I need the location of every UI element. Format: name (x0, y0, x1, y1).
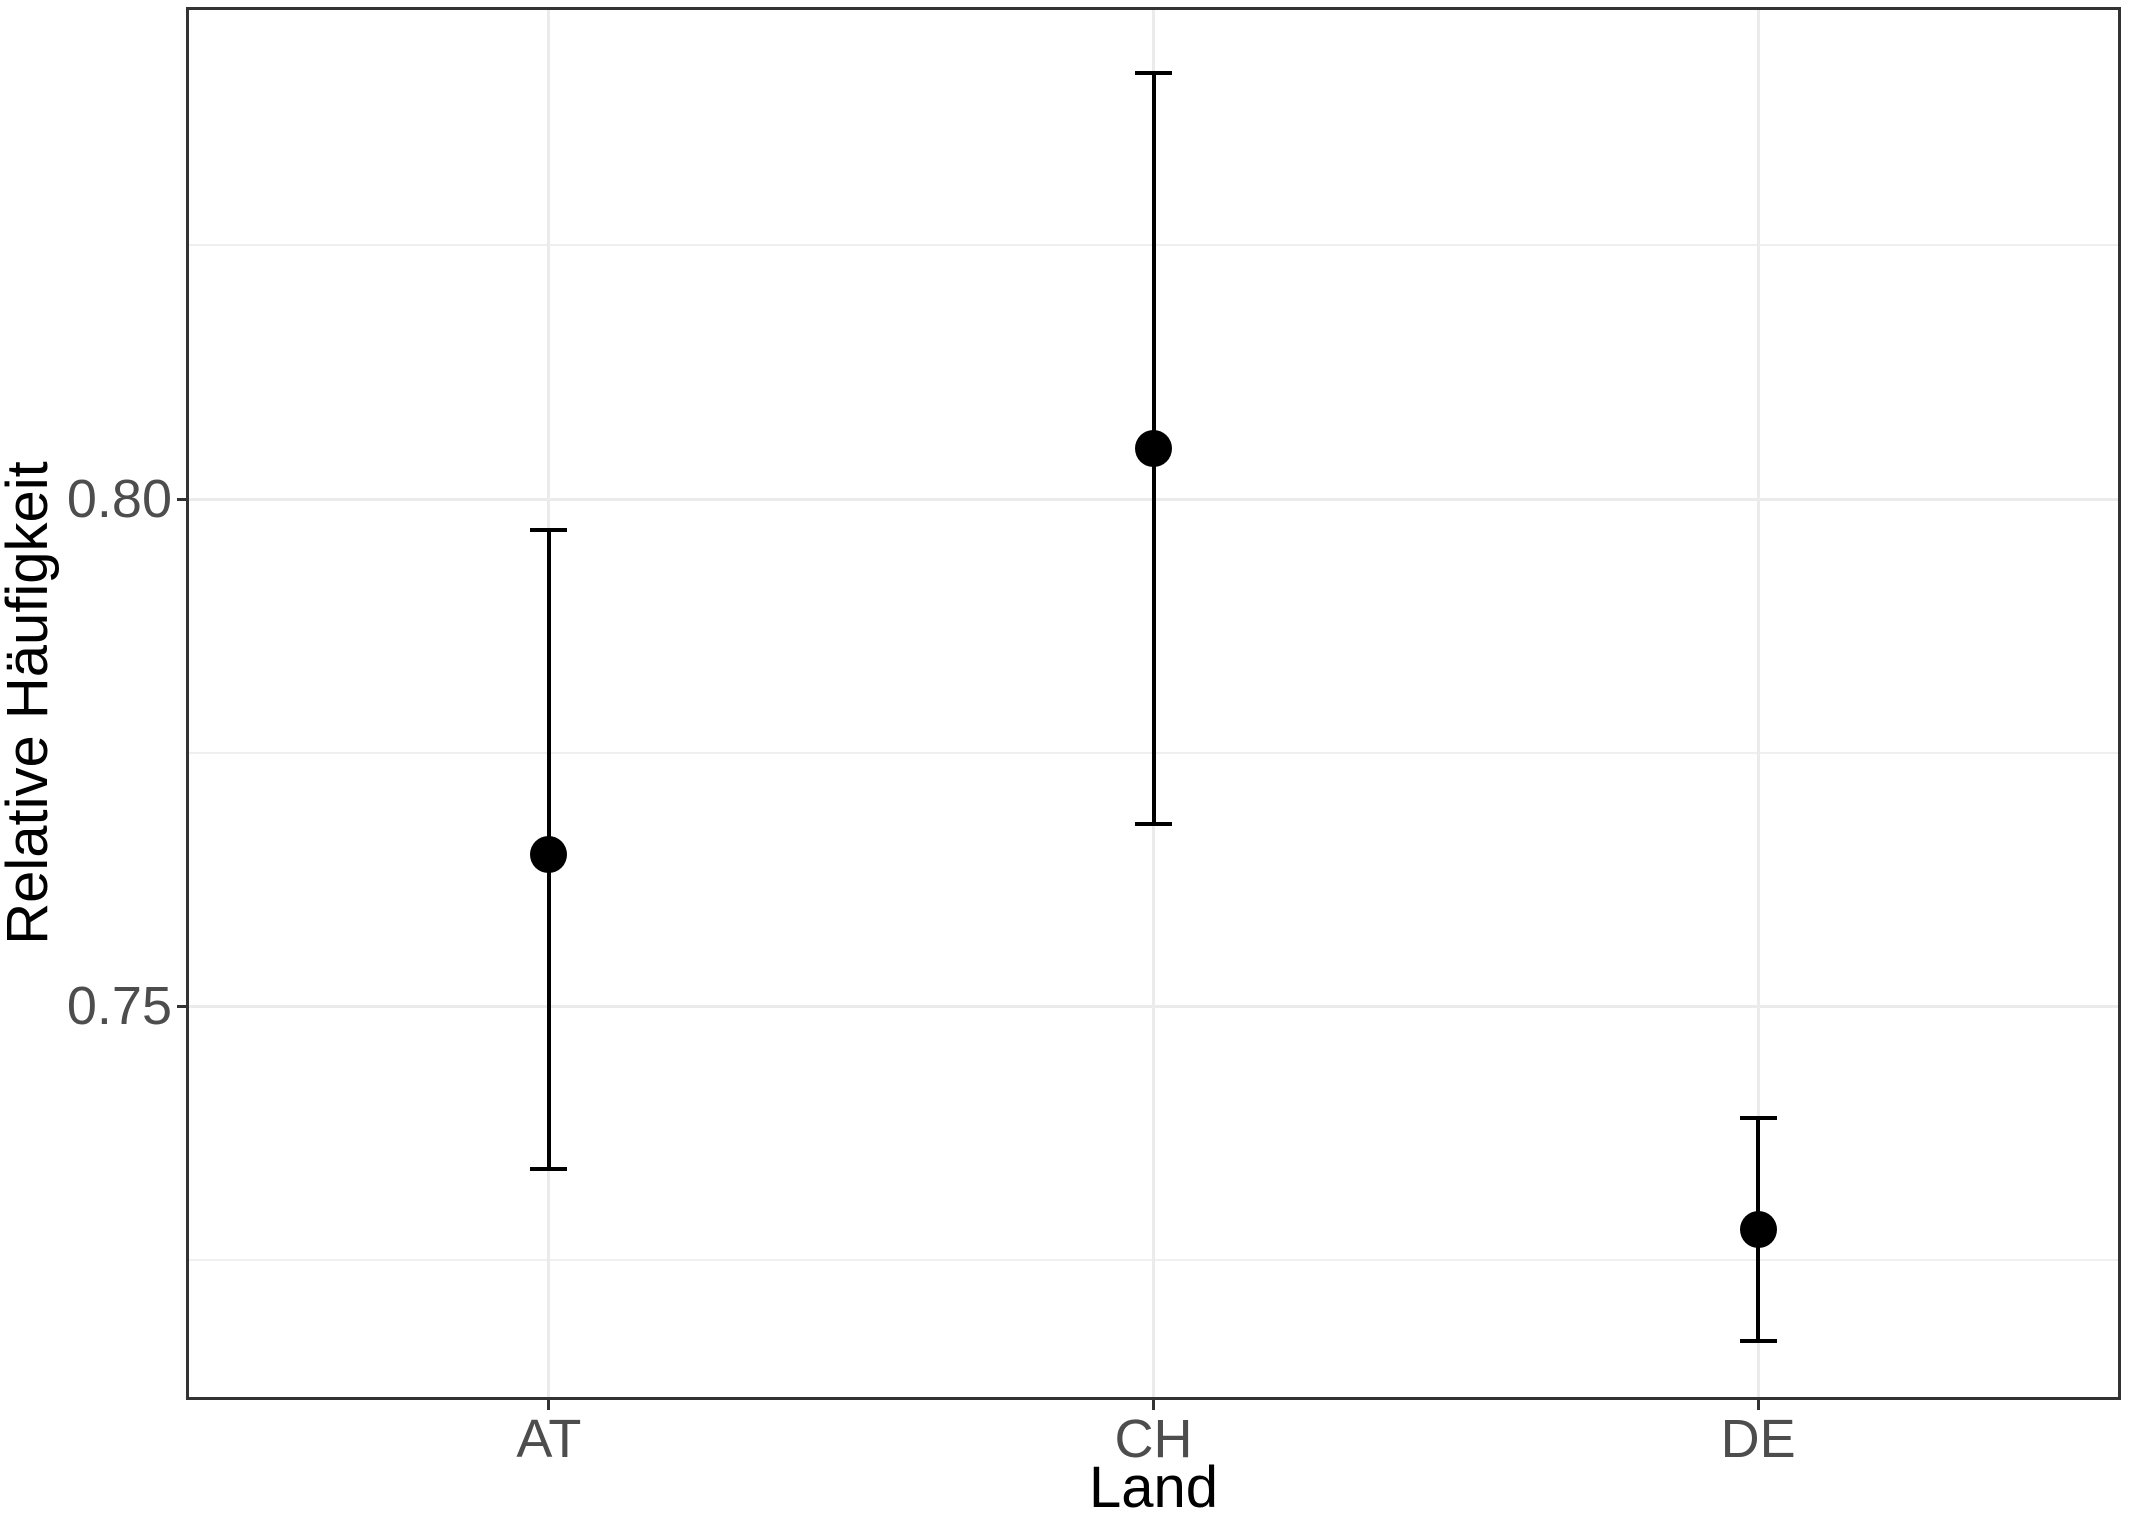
x-gridline-DE (1756, 7, 1760, 1400)
x-axis-tick (1756, 1400, 1760, 1410)
x-axis-tick (547, 1400, 551, 1410)
data-point-DE (1739, 1211, 1777, 1249)
y-axis-tick (177, 497, 186, 501)
x-axis-tick-label-AT: AT (516, 1409, 582, 1469)
y-axis-tick (177, 1004, 186, 1008)
error-bar-cap-bottom-AT (530, 1166, 568, 1171)
error-bar-cap-top-DE (1739, 1115, 1777, 1120)
y-axis-tick-label: 0.75 (66, 976, 172, 1037)
x-axis-tick-label-CH: CH (1114, 1409, 1193, 1469)
y-axis-title: Relative Häufigkeit (0, 461, 60, 945)
error-bar-cap-bottom-CH (1135, 821, 1172, 826)
error-bar-cap-top-AT (530, 527, 568, 532)
x-axis-tick (1152, 1400, 1155, 1410)
x-axis-title: Land (1088, 1455, 1219, 1520)
y-axis-tick-label: 0.80 (66, 469, 172, 530)
data-point-CH (1135, 429, 1172, 467)
error-bar-cap-bottom-DE (1739, 1339, 1777, 1344)
data-point-AT (530, 835, 568, 873)
error-bar-cap-top-CH (1135, 70, 1172, 75)
x-axis-tick-label-DE: DE (1720, 1409, 1796, 1469)
